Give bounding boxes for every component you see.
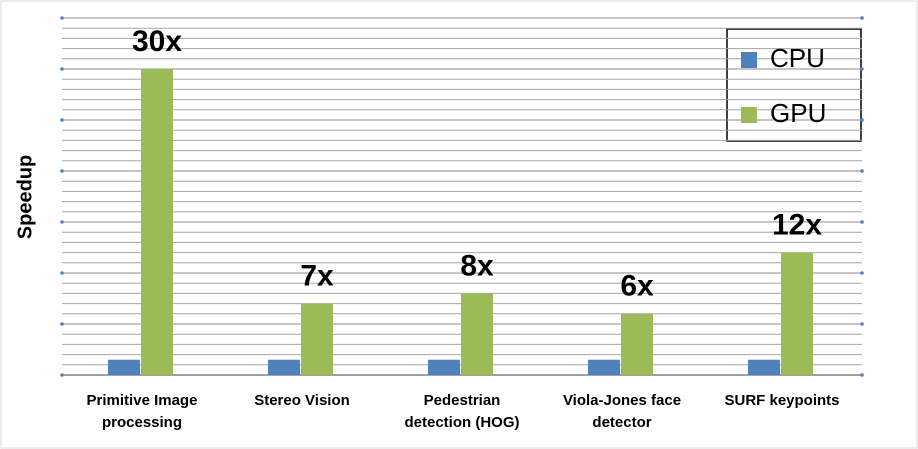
x-tick-label: Stereo Vision <box>254 392 350 409</box>
y-tick-mark <box>60 67 64 71</box>
y-tick-mark-right <box>860 169 864 173</box>
x-tick-label: SURF keypoints <box>724 392 840 409</box>
value-label: 8x <box>460 249 494 282</box>
value-label: 12x <box>772 209 822 242</box>
value-label: 6x <box>620 270 654 303</box>
bar <box>748 359 780 375</box>
bar <box>301 303 333 375</box>
value-label: 30x <box>132 25 182 58</box>
bar <box>141 69 173 375</box>
bar <box>781 252 813 375</box>
bar <box>428 359 460 375</box>
x-tick-label: Primitive Image processing <box>86 392 198 431</box>
legend-label: CPU <box>770 43 825 73</box>
y-tick-mark-right <box>860 271 864 275</box>
bar <box>588 359 620 375</box>
y-tick-mark <box>60 220 64 224</box>
y-axis-label: Speedup <box>14 155 36 239</box>
y-tick-mark-right <box>860 118 864 122</box>
legend-label: GPU <box>770 98 826 128</box>
y-tick-mark <box>60 16 64 20</box>
value-label: 7x <box>300 260 334 293</box>
y-tick-mark <box>60 169 64 173</box>
y-tick-mark <box>60 118 64 122</box>
y-tick-mark-right <box>860 67 864 71</box>
y-tick-mark <box>60 271 64 275</box>
y-tick-mark-right <box>860 322 864 326</box>
y-tick-mark-right <box>860 16 864 20</box>
bar <box>461 293 493 375</box>
x-tick-label: Pedestrian detection (HOG) <box>404 392 520 431</box>
legend-swatch <box>741 107 757 123</box>
bar <box>268 359 300 375</box>
bar <box>108 359 140 375</box>
x-tick-label: Viola-Jones face detector <box>562 392 682 431</box>
bar <box>621 313 653 375</box>
y-tick-mark-right <box>860 220 864 224</box>
legend-swatch <box>741 52 757 68</box>
y-tick-mark <box>60 322 64 326</box>
